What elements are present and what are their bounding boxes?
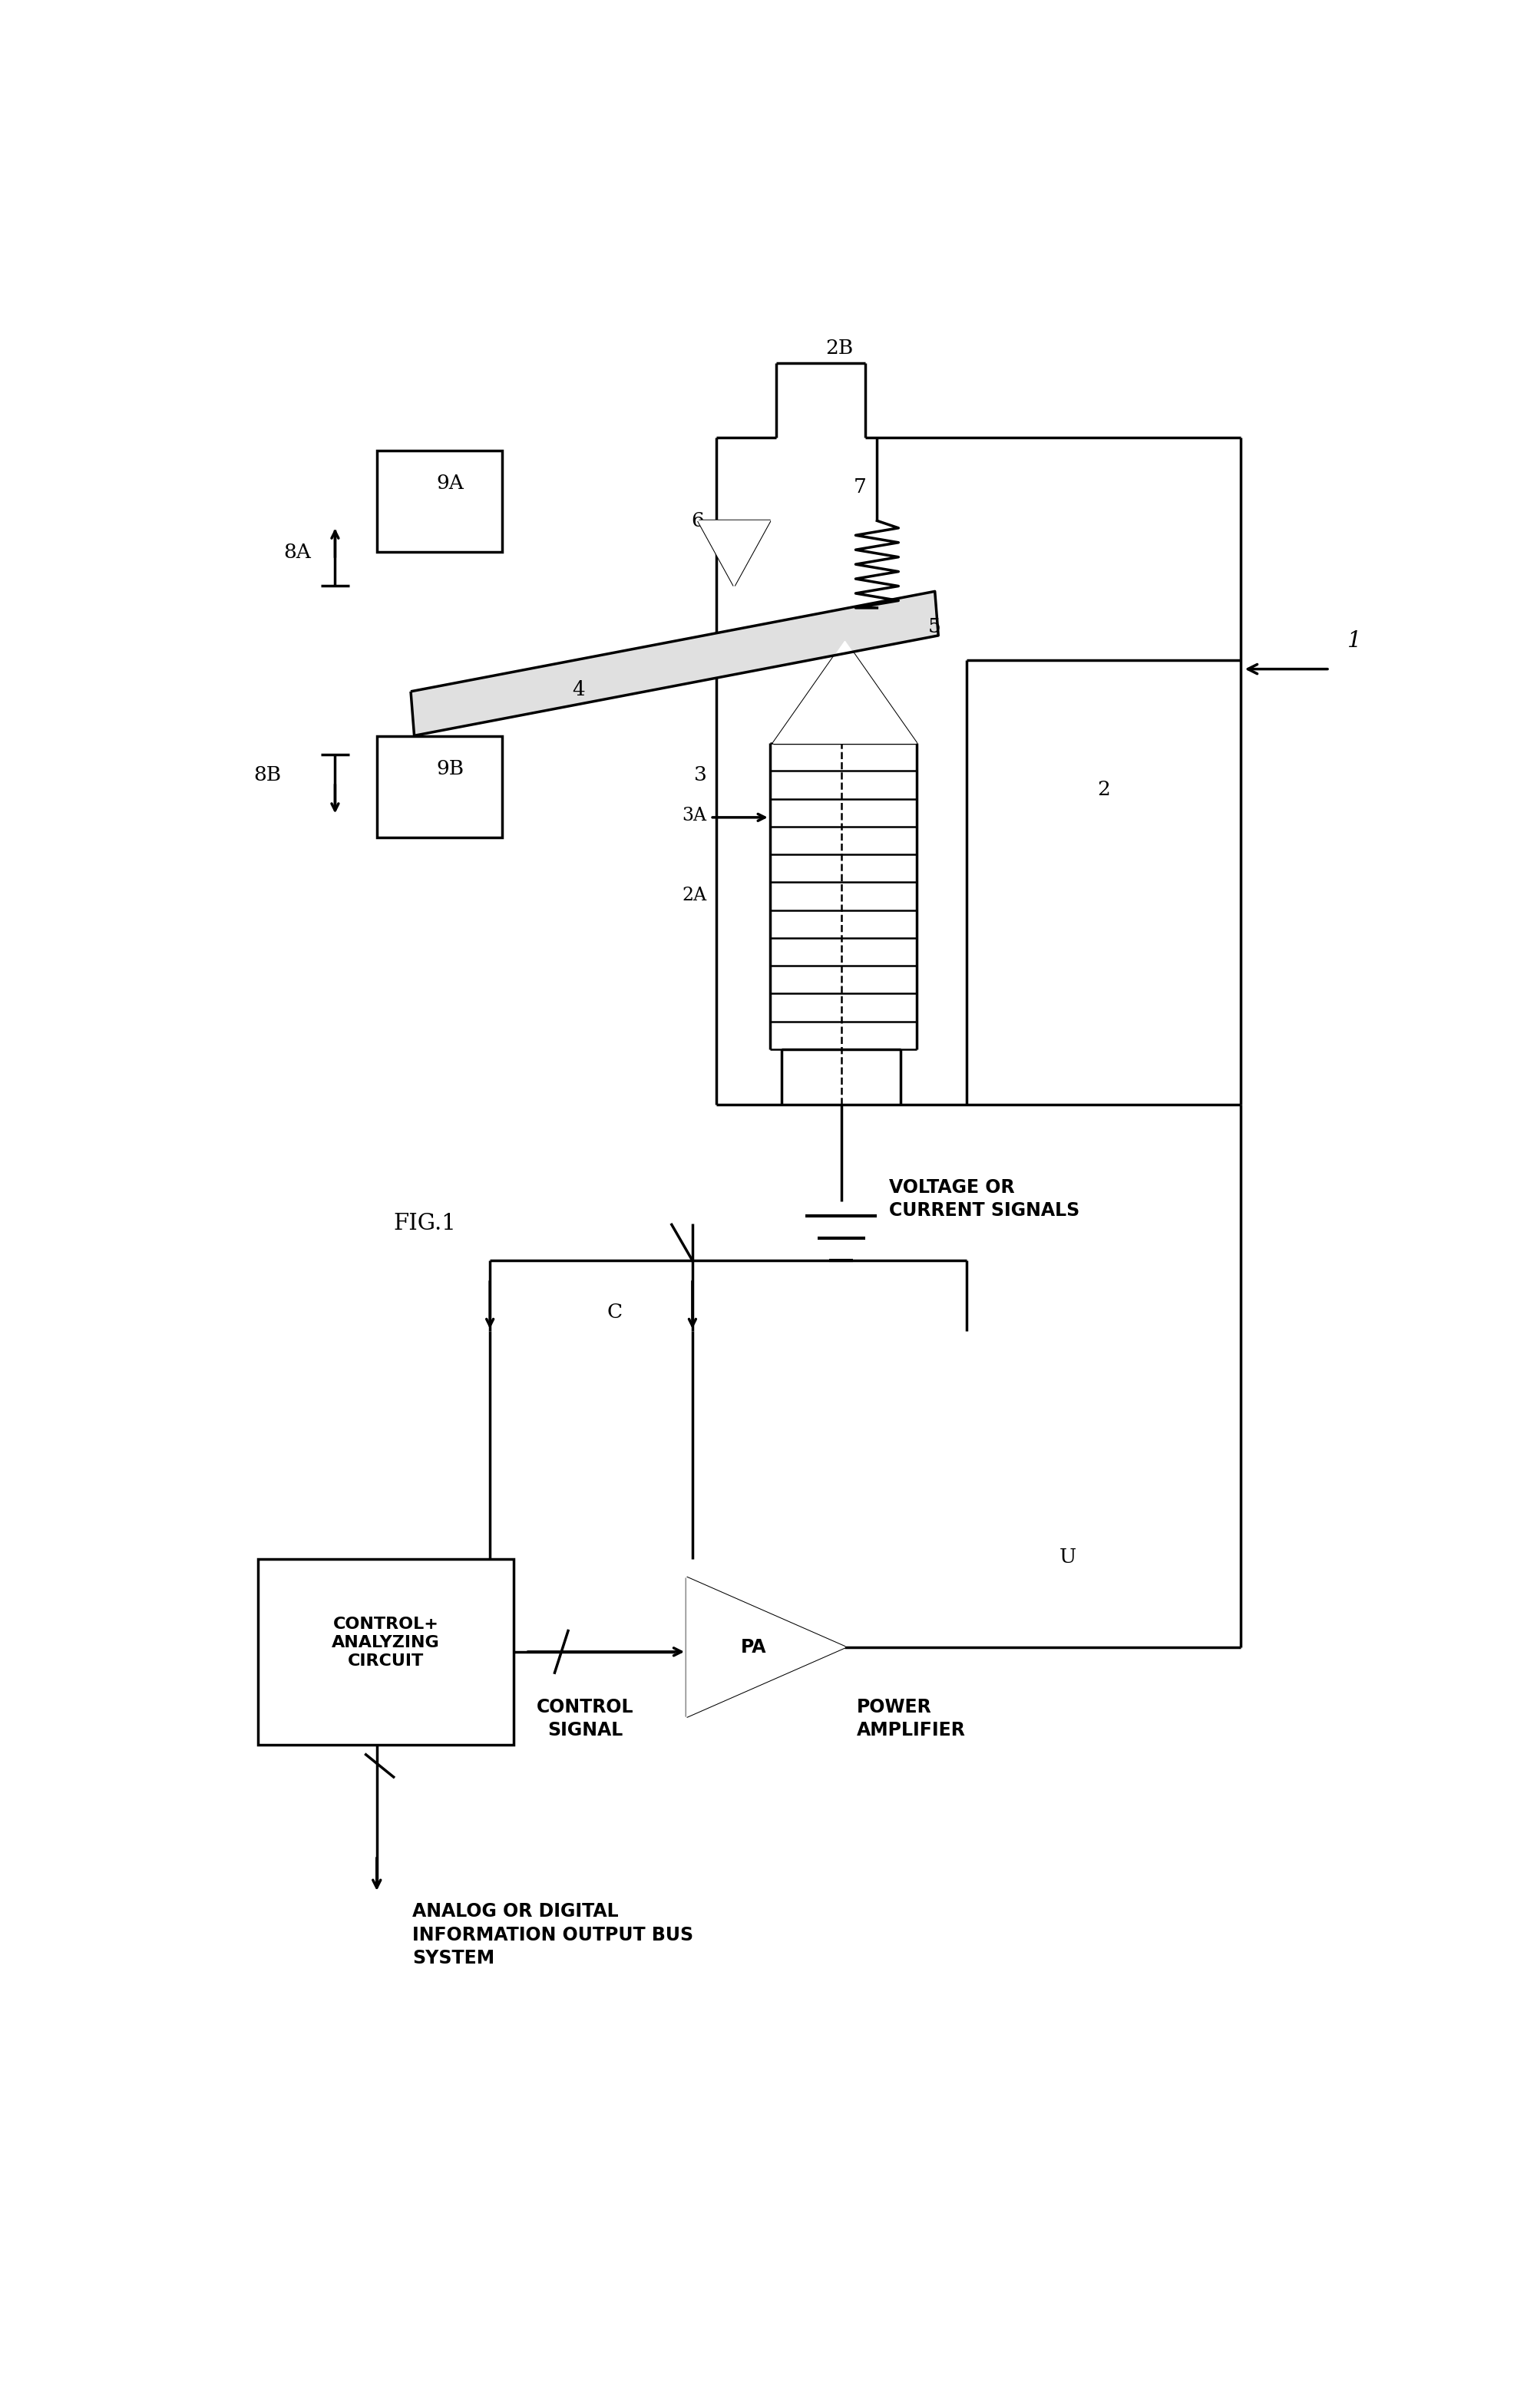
Text: 4: 4 <box>572 679 586 698</box>
Text: CONTROL+
ANALYZING
CIRCUIT: CONTROL+ ANALYZING CIRCUIT <box>332 1616 440 1669</box>
Text: 9A: 9A <box>437 474 464 494</box>
Text: CONTROL
SIGNAL: CONTROL SIGNAL <box>536 1698 633 1739</box>
Text: 7: 7 <box>853 477 867 496</box>
Text: U: U <box>1059 1548 1076 1568</box>
Text: 2: 2 <box>1097 780 1110 799</box>
Text: 6: 6 <box>692 510 704 530</box>
Text: 8A: 8A <box>284 542 310 561</box>
Text: PA: PA <box>741 1637 767 1657</box>
Text: 9B: 9B <box>437 759 464 778</box>
Text: 3: 3 <box>693 766 707 785</box>
Text: 2B: 2B <box>825 340 853 359</box>
Polygon shape <box>687 1577 845 1717</box>
Text: C: C <box>607 1303 622 1322</box>
Text: 5: 5 <box>928 616 941 636</box>
Bar <box>377 450 501 551</box>
Polygon shape <box>773 641 916 744</box>
Text: FIG.1: FIG.1 <box>393 1214 456 1235</box>
Text: ANALOG OR DIGITAL
INFORMATION OUTPUT BUS
SYSTEM: ANALOG OR DIGITAL INFORMATION OUTPUT BUS… <box>412 1902 693 1967</box>
Text: VOLTAGE OR
CURRENT SIGNALS: VOLTAGE OR CURRENT SIGNALS <box>888 1178 1079 1221</box>
Text: 1: 1 <box>1348 631 1362 653</box>
Text: 3A: 3A <box>682 807 707 824</box>
Bar <box>258 1558 513 1743</box>
Polygon shape <box>698 520 770 585</box>
Text: 8B: 8B <box>254 766 281 785</box>
Text: 2A: 2A <box>682 886 707 903</box>
Polygon shape <box>410 592 939 737</box>
Bar <box>377 737 501 838</box>
Text: POWER
AMPLIFIER: POWER AMPLIFIER <box>856 1698 965 1739</box>
